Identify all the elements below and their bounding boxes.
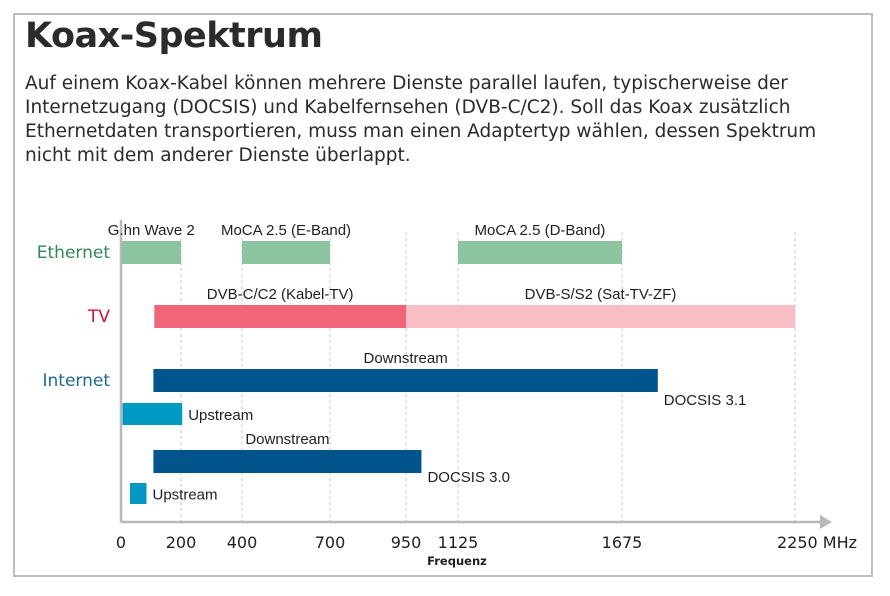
docsis-annotation: DOCSIS 3.1 xyxy=(664,392,747,409)
range-bar xyxy=(121,241,181,264)
x-tick-label: 2250 MHz xyxy=(777,533,857,552)
x-axis xyxy=(119,220,832,529)
row-label-tv: TV xyxy=(87,307,110,327)
x-tick-label: 950 xyxy=(391,533,422,552)
range-label: MoCA 2.5 (D-Band) xyxy=(475,222,606,239)
x-tick-label: 1675 xyxy=(602,533,643,552)
x-tick-label: 700 xyxy=(315,533,346,552)
range-bar xyxy=(153,369,658,392)
x-tick-label: 400 xyxy=(227,533,258,552)
page-title: Koax-Spektrum xyxy=(25,16,323,56)
range-label: Downstream xyxy=(245,431,329,448)
x-tick-label: 1125 xyxy=(438,533,479,552)
range-bar xyxy=(242,241,330,264)
docsis-annotation: DOCSIS 3.0 xyxy=(427,469,510,486)
range-label: G.hn Wave 2 xyxy=(108,222,195,239)
intro-text: Auf einem Koax-Kabel können mehrere Dien… xyxy=(25,73,817,166)
range-bar xyxy=(130,483,147,504)
x-axis-arrow-icon xyxy=(820,515,832,529)
range-bars xyxy=(121,241,795,504)
row-label-ethernet: Ethernet xyxy=(37,243,111,263)
x-axis-title: Frequenz xyxy=(427,554,487,568)
range-bar xyxy=(154,305,406,328)
range-bar xyxy=(458,241,622,264)
figure-frame xyxy=(13,13,873,577)
chart-labels: G.hn Wave 2 MoCA 2.5 (E-Band) MoCA 2.5 (D-… xyxy=(37,222,857,568)
range-bar xyxy=(406,305,795,328)
range-bar xyxy=(153,450,422,473)
range-label: DVB-C/C2 (Kabel-TV) xyxy=(207,286,354,303)
range-label: Upstream xyxy=(153,487,218,504)
range-label: MoCA 2.5 (E-Band) xyxy=(221,222,351,239)
x-tick-label: 200 xyxy=(166,533,197,552)
range-label: Upstream xyxy=(188,407,253,424)
range-label: DVB-S/S2 (Sat-TV-ZF) xyxy=(525,286,677,303)
range-bar xyxy=(122,403,183,425)
range-label: Downstream xyxy=(364,350,448,367)
x-tick-label: 0 xyxy=(116,533,126,552)
row-label-internet: Internet xyxy=(42,371,110,391)
